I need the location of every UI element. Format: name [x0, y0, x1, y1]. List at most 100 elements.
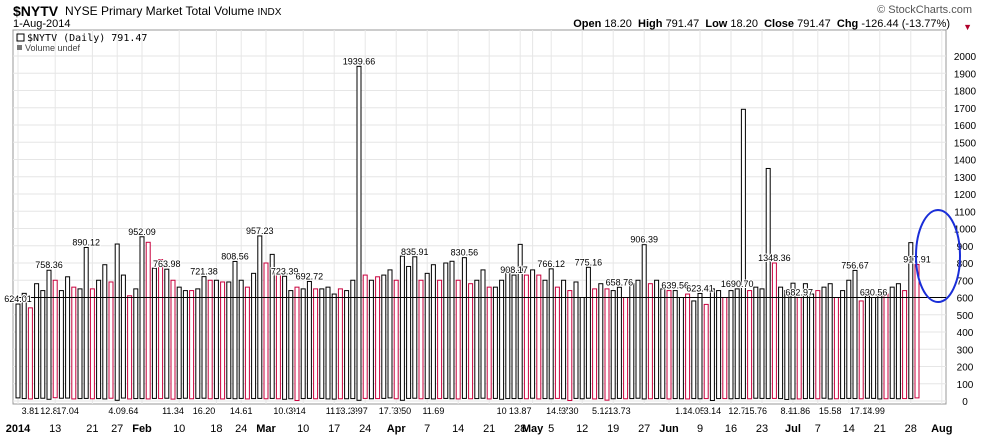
bar-high-label: 723.39 [271, 266, 299, 276]
bar-low-label: 10 [497, 406, 507, 416]
x-tick-label: 27 [111, 423, 123, 435]
y-axis: 0 100 200 300 400 500 600 700 800 900 1000 1100 1200… [954, 52, 977, 408]
volume-bar [647, 283, 653, 400]
x-tick-label: 13 [49, 423, 61, 435]
bar-low-label: 15.76 [745, 406, 768, 416]
volume-bar [176, 286, 182, 400]
volume-bar [34, 283, 40, 399]
volume-bar [790, 282, 796, 400]
bar-low-label: 17.75 [850, 406, 873, 416]
volume-bar [895, 283, 901, 400]
volume-bar [722, 297, 728, 400]
volume-bar [492, 286, 498, 399]
volume-bar [833, 297, 839, 400]
volume-bar [21, 292, 27, 400]
y-tick-label: 700 [957, 276, 974, 287]
volume-bar [337, 288, 343, 400]
bar-low-label: 16.20 [193, 406, 216, 416]
volume-bar [784, 290, 790, 400]
bar-high-label: 1348.36 [758, 253, 791, 263]
y-tick-label: 0 [962, 397, 968, 408]
legend-volume-icon [17, 45, 22, 50]
volume-bar [666, 290, 672, 400]
bar-high-label: 766.12 [537, 259, 565, 269]
x-tick-label: 10 [297, 423, 309, 435]
volume-bar [796, 297, 802, 400]
volume-bar [244, 286, 250, 400]
bar-high-label: 775.16 [575, 257, 603, 267]
y-tick-label: 1600 [954, 121, 977, 132]
down-triangle-icon: ▼ [963, 22, 972, 32]
x-tick-label: May [522, 423, 544, 435]
bar-low-label: 17.70 [379, 406, 402, 416]
volume-bar [164, 268, 170, 399]
volume-bar [697, 293, 703, 400]
x-tick-label: 24 [359, 423, 371, 435]
volume-bar [182, 290, 188, 399]
volume-bar [778, 286, 784, 400]
security-name: NYSE Primary Market Total Volume INDX [65, 4, 281, 18]
low-value: 18.20 [730, 18, 758, 30]
volume-bar [387, 269, 393, 399]
volume-bar [288, 290, 294, 400]
x-tick-label: 5 [548, 423, 554, 435]
volume-bar [108, 281, 114, 399]
y-tick-label: 900 [957, 242, 974, 253]
low-label: Low [705, 18, 728, 30]
volume-bar [406, 265, 412, 399]
volume-bar [616, 286, 622, 399]
volume-bar [356, 65, 362, 401]
volume-bar [542, 279, 548, 400]
volume-bar [375, 276, 381, 400]
bar-high-label: 682.97 [785, 288, 813, 298]
volume-bar [418, 279, 424, 400]
bar-low-label: 17.04 [56, 406, 79, 416]
x-tick-label: Jul [785, 423, 801, 435]
volume-bar [251, 272, 257, 400]
bar-low-label: 3.50 [394, 406, 412, 416]
volume-bar [139, 236, 145, 400]
volume-bar [133, 288, 139, 400]
volume-bar [809, 293, 815, 399]
volume-bar [685, 293, 691, 400]
y-tick-label: 1300 [954, 173, 977, 184]
symbol[interactable]: $NYTV [13, 3, 59, 19]
bar-low-label: 12.8 [40, 406, 58, 416]
volume-bar [319, 288, 325, 399]
bar-high-label: 890.12 [72, 237, 100, 247]
volume-bar [15, 303, 21, 399]
volume-bar [381, 274, 387, 399]
bar-low-label: 12.7 [728, 406, 746, 416]
x-tick-label: 16 [725, 423, 737, 435]
volume-bar [592, 288, 598, 400]
volume-bar [840, 290, 846, 400]
volume-bar [65, 276, 71, 399]
x-tick-label: 14 [452, 423, 464, 435]
volume-bar [864, 291, 870, 399]
volume-bar [158, 259, 164, 400]
bar-low-label: 13.87 [509, 406, 532, 416]
volume-bar [474, 279, 480, 400]
y-tick-label: 1200 [954, 190, 977, 201]
volume-bar [89, 288, 95, 400]
volume-bar [461, 257, 467, 399]
volume-bar [145, 241, 151, 400]
volume-bar [468, 283, 474, 400]
label-layer: 624.01 758.36 890.12 952.09 763.98 721.38808.… [3, 55, 932, 417]
x-tick-label: Aug [931, 423, 952, 435]
volume-bar [480, 269, 486, 399]
chg-value: -126.44 (-13.77%) [861, 18, 950, 30]
bar-low-label: 11.86 [788, 406, 810, 416]
volume-bar [604, 288, 610, 401]
high-value: 791.47 [665, 18, 700, 30]
volume-bar [499, 279, 505, 400]
bar-high-label: 835.91 [401, 247, 429, 257]
ohlc-readout: Open 18.20 High 791.47 Low 18.20 Close 7… [573, 18, 950, 30]
exchange: INDX [257, 7, 282, 18]
x-tick-label: 14 [843, 423, 855, 435]
volume-bar [232, 260, 238, 400]
bar-low-label: 11.69 [422, 406, 444, 416]
volume-bar [275, 272, 281, 400]
bar-low-label: 3.97 [350, 406, 368, 416]
volume-bar [517, 243, 523, 400]
